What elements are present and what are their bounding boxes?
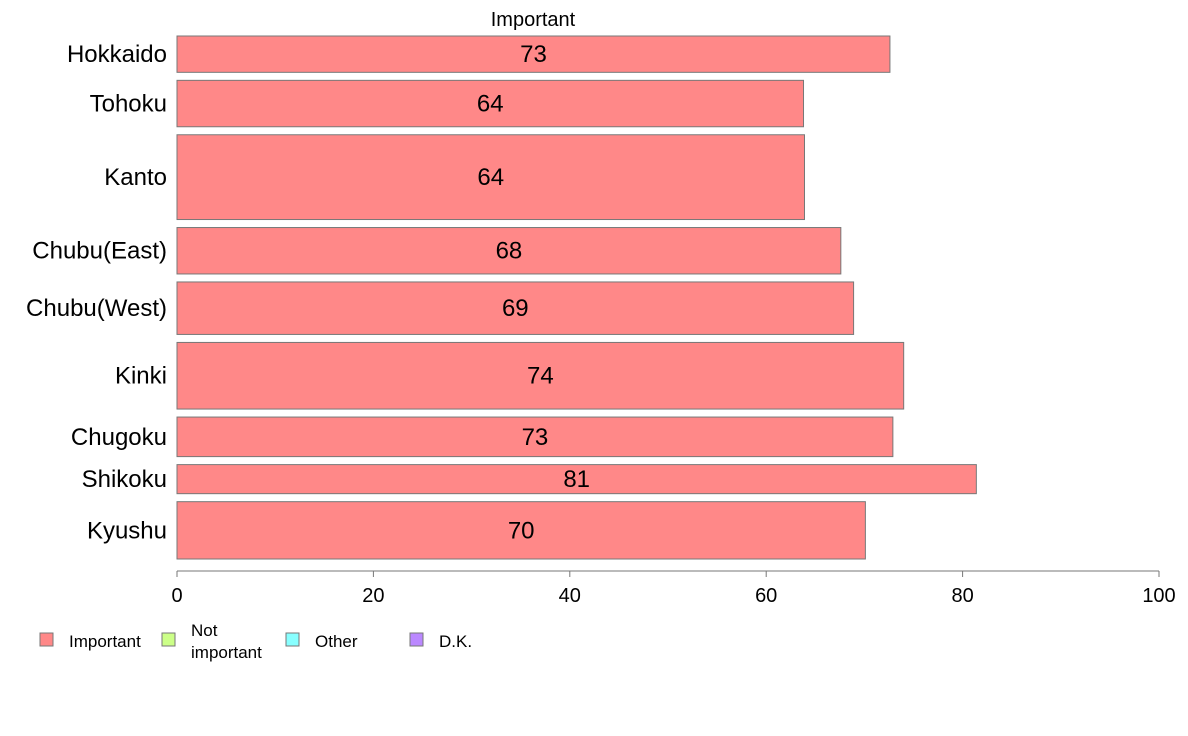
- bar-chubu-east: [176, 227, 842, 275]
- bar-chugoku: [176, 416, 894, 458]
- value-label: 73: [522, 424, 549, 451]
- category-label: Kanto: [104, 164, 167, 191]
- bar-kyushu: [176, 501, 866, 560]
- value-label: 68: [496, 238, 523, 265]
- x-axis: 0 20 40 60 80 100: [171, 570, 1176, 607]
- legend-swatch: [161, 632, 176, 647]
- category-label: Chugoku: [71, 424, 167, 451]
- value-label: 74: [527, 363, 554, 390]
- x-tick-label: 60: [755, 585, 777, 607]
- legend-label: D.K.: [439, 632, 472, 651]
- legend-swatch: [285, 632, 300, 647]
- value-label: 64: [477, 164, 504, 191]
- bar-kinki: [176, 341, 905, 410]
- category-label: Shikoku: [82, 466, 167, 493]
- bars-group: Hokkaido 73 Tohoku 64 Kanto 64 Chubu(East) 68 Ch…: [26, 35, 977, 560]
- value-label: 64: [477, 91, 504, 118]
- value-label: 81: [563, 466, 590, 493]
- x-tick-label: 20: [362, 585, 384, 607]
- category-label: Kyushu: [87, 517, 167, 544]
- bar-tohoku: [176, 79, 805, 128]
- bar-kanto: [176, 134, 805, 221]
- legend-label: Important: [69, 632, 141, 651]
- legend-swatch: [409, 632, 424, 647]
- x-tick-label: 80: [951, 585, 973, 607]
- bar-hokkaido: [176, 35, 891, 73]
- legend-label: Other: [315, 632, 358, 651]
- bar-chubu-west: [176, 281, 855, 335]
- category-label: Chubu(East): [32, 238, 167, 265]
- category-label: Chubu(West): [26, 295, 167, 322]
- x-tick-label: 40: [559, 585, 581, 607]
- legend-label: Not important: [191, 621, 262, 662]
- x-tick-label: 100: [1142, 585, 1175, 607]
- category-label: Tohoku: [90, 91, 167, 118]
- legend: Important Not important Other D.K.: [39, 621, 472, 662]
- legend-swatch: [39, 632, 54, 647]
- value-label: 70: [508, 517, 535, 544]
- value-label: 69: [502, 295, 529, 322]
- chart-title: Important: [491, 9, 576, 31]
- bar-shikoku: [176, 464, 977, 495]
- category-label: Kinki: [115, 363, 167, 390]
- category-label: Hokkaido: [67, 41, 167, 68]
- x-tick-label: 0: [171, 585, 182, 607]
- value-label: 73: [520, 41, 547, 68]
